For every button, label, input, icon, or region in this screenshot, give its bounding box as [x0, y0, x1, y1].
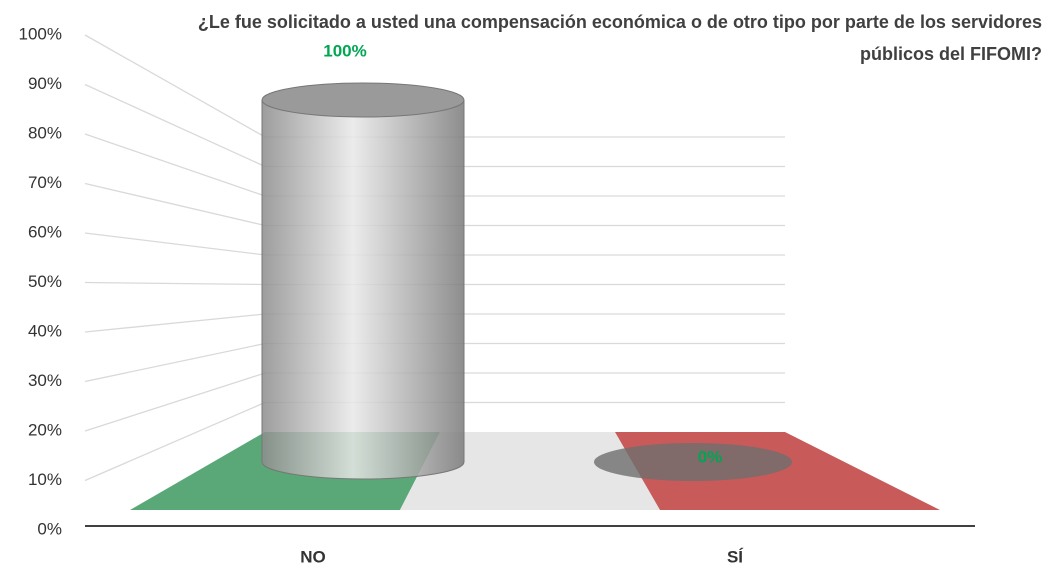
- y-tick-label: 70%: [28, 173, 62, 192]
- y-tick-label: 80%: [28, 123, 62, 142]
- data-label: 0%: [698, 447, 723, 466]
- x-tick-label: NO: [300, 547, 326, 566]
- y-tick-label: 60%: [28, 222, 62, 241]
- y-tick-label: 20%: [28, 420, 62, 439]
- y-tick-label: 30%: [28, 371, 62, 390]
- cylinder-body: [261, 99, 465, 480]
- y-tick-label: 90%: [28, 74, 62, 93]
- y-tick-label: 100%: [19, 24, 62, 43]
- y-tick-label: 10%: [28, 470, 62, 489]
- y-tick-label: 50%: [28, 272, 62, 291]
- x-tick-label: SÍ: [727, 547, 744, 566]
- y-tick-label: 40%: [28, 321, 62, 340]
- y-tick-label: 0%: [37, 519, 62, 538]
- data-label: 100%: [323, 41, 366, 60]
- floor: [130, 432, 940, 510]
- cylinder-flat: [594, 443, 792, 481]
- floor-white: [400, 432, 660, 510]
- chart-title: ¿Le fue solicitado a usted una compensac…: [197, 12, 1042, 64]
- cylinder-top: [261, 82, 465, 118]
